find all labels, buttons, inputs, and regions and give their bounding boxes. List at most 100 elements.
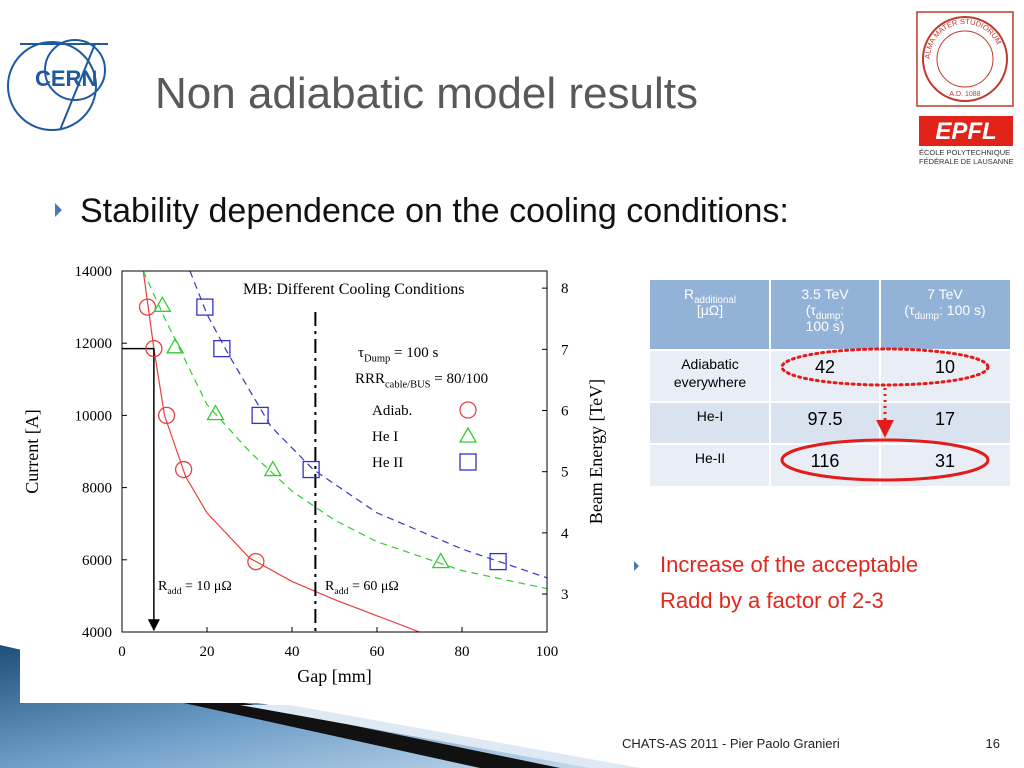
x-tick-label: 40 [285, 644, 300, 660]
decor-stripe [170, 700, 560, 768]
y-tick-label: 8000 [82, 481, 112, 497]
y2-tick-label: 3 [561, 587, 569, 603]
decor-wedge [0, 645, 640, 768]
legend-label: He II [372, 455, 403, 471]
x-tick-label: 60 [370, 644, 385, 660]
seal-circle [922, 16, 1008, 102]
table-row-bg [650, 444, 1010, 486]
point [213, 339, 231, 358]
highlight [780, 438, 990, 482]
legend-label: Adiab. [372, 403, 412, 419]
footer: CHATS-AS 2011 - Pier Paolo Granieri [622, 736, 840, 751]
table-header-part: : [840, 302, 844, 318]
y2-tick-label: 8 [561, 281, 569, 297]
table-header-bg [650, 280, 1010, 350]
bullet-text: Stability dependence on the cooling cond… [80, 192, 789, 230]
x-tick-label: 20 [200, 644, 215, 660]
table-header: 3.5 TeV (τdump: 100 s) [801, 286, 849, 334]
point [302, 460, 320, 479]
seal-circle [936, 30, 994, 88]
y-axis-label: Current [A] [22, 409, 42, 493]
cern-logo [7, 39, 108, 131]
annotation: τDump = 100 s [358, 345, 438, 365]
table-header-part: additional [694, 295, 736, 306]
radd-label-part: = 10 μΩ [182, 579, 232, 594]
table: Radditional [μΩ] 3.5 TeV (τdump: 100 s) 7 TeV… [650, 280, 1010, 486]
epfl-text: EPFL [935, 118, 996, 145]
y-tick-label: 10000 [75, 408, 113, 424]
radd-label-part: add [167, 586, 181, 597]
y2-tick-label: 6 [561, 404, 569, 420]
radd-label: Radd = 60 μΩ [325, 579, 399, 597]
x-tick-label: 100 [536, 644, 559, 660]
epfl-line: FÉDÉRALE DE LAUSANNE [919, 157, 1014, 166]
legend-label: He I [372, 429, 398, 445]
point [263, 460, 282, 477]
y-tick-label: 4000 [82, 625, 112, 641]
table-header-part: dump [816, 311, 841, 322]
table-cell: 116 [811, 451, 840, 471]
legend-marker [458, 426, 478, 443]
fit-curve [142, 271, 420, 632]
table-header-part: 7 TeV [927, 286, 963, 302]
y2-tick-label: 7 [561, 342, 569, 358]
table-header-part: R [684, 286, 694, 302]
bullet-icon [55, 203, 62, 217]
point [196, 298, 214, 316]
radd-label: Radd = 10 μΩ [158, 579, 232, 597]
slide-title: Non adiabatic model results [155, 69, 698, 118]
fit-curve [189, 271, 547, 579]
table-row-bg [650, 402, 1010, 444]
radd-label-part: R [158, 579, 168, 594]
annotation-part: Dump [364, 354, 390, 365]
table-header-part: (τ [806, 302, 817, 318]
page-number: 16 [986, 736, 1000, 751]
seal-frame [916, 11, 1014, 107]
point [489, 552, 507, 571]
point [145, 339, 163, 358]
table-cell: 17 [935, 409, 955, 429]
point [206, 404, 225, 421]
y-tick-label: 12000 [75, 336, 113, 352]
table-header: Radditional [μΩ] [684, 286, 736, 318]
point [166, 337, 185, 354]
chart-title: MB: Different Cooling Conditions [243, 281, 464, 298]
y-tick-label: 6000 [82, 553, 112, 569]
highlight-dotted [780, 347, 990, 387]
table-cell: He-I [697, 408, 723, 424]
annotation: RRRcable/BUS = 80/100 [355, 371, 488, 391]
decor-stripe [240, 705, 640, 768]
note-line: Radd by a factor of 2-3 [660, 588, 884, 613]
table-cell: He-II [695, 450, 725, 466]
epfl-line: ÉCOLE POLYTECHNIQUE [919, 148, 1010, 157]
table-header-part: [μΩ] [697, 302, 723, 318]
point [157, 406, 176, 425]
table-cell: 42 [815, 357, 835, 377]
y-tick-label: 14000 [75, 264, 113, 280]
table-cell: everywhere [674, 374, 747, 390]
annotation-part: RRR [355, 371, 385, 387]
table-header-part: 100 s) [806, 318, 845, 334]
table-cell: 97.5 [807, 409, 842, 429]
bullet-icon [634, 561, 639, 571]
legend-marker [459, 401, 477, 419]
y2-tick-label: 4 [561, 526, 569, 542]
table-row-bg [650, 350, 1010, 402]
cern-text: CERN [35, 66, 97, 91]
table-cell: 10 [935, 357, 955, 377]
annotation-part: cable/BUS [385, 380, 431, 391]
annotation-part: τ [358, 345, 364, 361]
note-line: Increase of the acceptable [660, 552, 918, 577]
radd-label-part: R [325, 579, 335, 594]
point [247, 552, 265, 571]
epfl-box [919, 116, 1013, 146]
annotation-part: = 100 s [390, 345, 438, 361]
x-axis-label: Gap [mm] [297, 666, 371, 686]
chart-background [20, 258, 600, 703]
point [153, 295, 172, 312]
table-header-part: dump [914, 311, 939, 322]
x-tick-label: 80 [455, 644, 470, 660]
y2-tick-label: 5 [561, 465, 569, 481]
point [431, 552, 450, 569]
chart: 0 20 40 60 80 100 4000 6000 8000 10000 12000 14000 3… [22, 264, 606, 686]
